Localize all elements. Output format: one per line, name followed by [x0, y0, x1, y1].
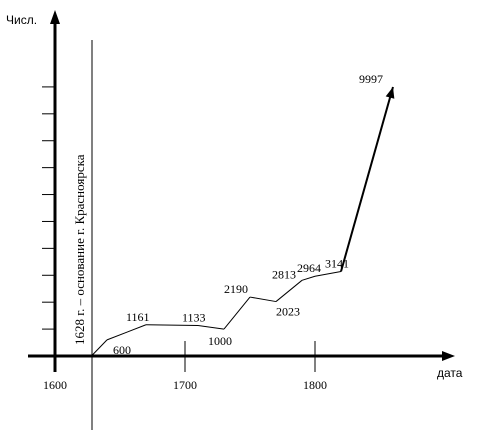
- series-arrowhead: [385, 86, 395, 99]
- data-label: 2813: [272, 267, 296, 281]
- x-tick-label: 1700: [173, 378, 197, 392]
- series-segment: [197, 325, 225, 330]
- data-label: 2023: [276, 305, 300, 319]
- y-axis-title: Числ.: [6, 13, 37, 27]
- y-axis-ticks: [42, 86, 55, 330]
- x-axis-title: дата: [437, 366, 463, 380]
- series-segment: [314, 270, 342, 277]
- data-label: 1000: [208, 334, 232, 348]
- x-axis-arrow: [442, 351, 455, 361]
- x-tick-label: 1800: [303, 378, 327, 392]
- data-label: 9997: [359, 72, 383, 86]
- data-label: 600: [113, 343, 131, 357]
- data-label: 2964: [297, 261, 321, 275]
- data-label: 1161: [126, 310, 150, 324]
- x-axis-ticks: 1600 1700 1800: [43, 341, 327, 392]
- x-tick-label: 1600: [43, 378, 67, 392]
- data-label: 3141: [325, 256, 349, 270]
- series-segment: [301, 275, 316, 281]
- series-segment: [275, 279, 303, 302]
- data-label: 1133: [182, 311, 206, 325]
- series-line: [91, 86, 395, 357]
- data-label: 2190: [224, 282, 248, 296]
- series-segment: [223, 296, 251, 330]
- series-segment: [106, 324, 147, 341]
- series-segment: [340, 86, 394, 272]
- chart-axes: [28, 10, 455, 372]
- series-segment: [145, 324, 199, 327]
- y-axis-arrow: [50, 10, 60, 24]
- series-segment: [91, 339, 108, 357]
- series-segment: [249, 296, 277, 303]
- founding-annotation: 1628 г. – основание г. Красноярска: [72, 154, 87, 345]
